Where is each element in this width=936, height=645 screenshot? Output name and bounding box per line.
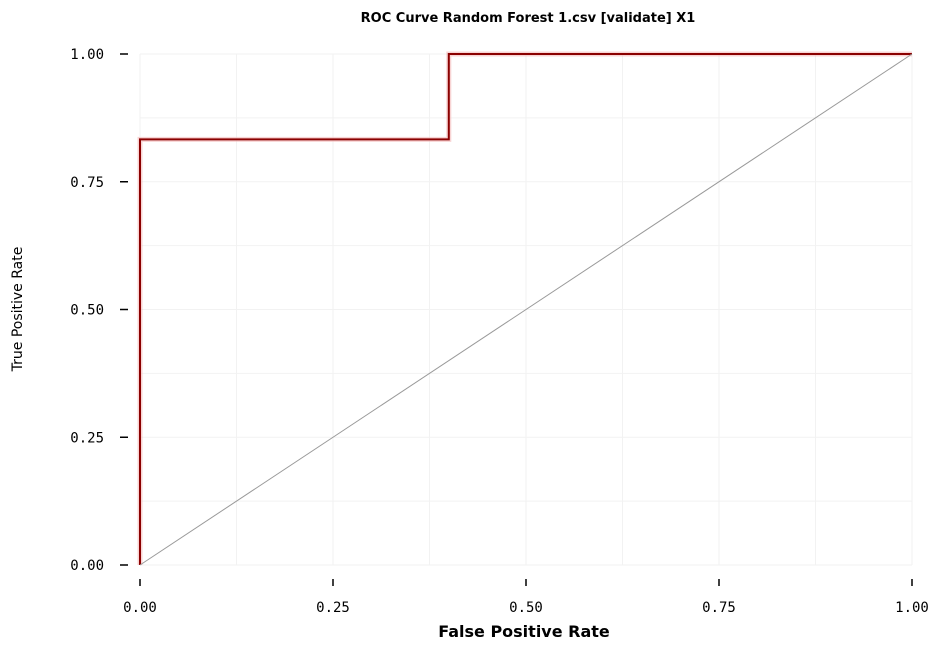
roc-curve-line xyxy=(139,53,912,565)
y-tick-label: 0.25 xyxy=(70,430,104,446)
x-tick-label: 0.00 xyxy=(123,600,157,616)
y-tick-label: 0.00 xyxy=(70,558,104,574)
series-layer xyxy=(137,51,913,566)
y-tick-label: 0.75 xyxy=(70,175,104,191)
x-axis-title: False Positive Rate xyxy=(438,622,610,641)
x-tick-label: 0.75 xyxy=(702,600,736,616)
x-tick-label: 0.50 xyxy=(509,600,543,616)
y-axis-title: True Positive Rate xyxy=(10,247,26,373)
x-tick-label: 1.00 xyxy=(895,600,929,616)
x-tick-label: 0.25 xyxy=(316,600,350,616)
diagonal-reference-line xyxy=(139,53,913,566)
chart-title: ROC Curve Random Forest 1.csv [validate]… xyxy=(361,11,696,26)
y-tick-label: 1.00 xyxy=(70,47,104,63)
axis-layer: 0.00 0.25 0.50 0.75 1.00 0.00 0.25 0.50 0.75 1.00 xyxy=(70,47,929,616)
y-tick-label: 0.50 xyxy=(70,303,104,319)
